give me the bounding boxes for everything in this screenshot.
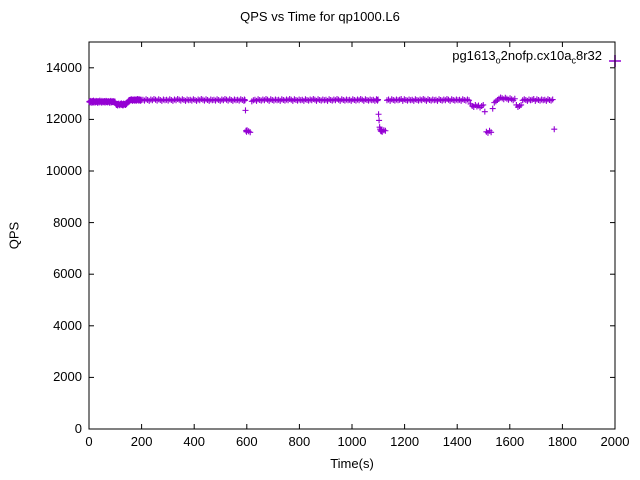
y-tick-label: 4000 xyxy=(53,317,82,333)
x-tick-label: 800 xyxy=(288,434,311,449)
y-axis-tick-labels: 0 2000 4000 6000 8000 10000 12000 14000 xyxy=(22,0,82,480)
y-tick-label: 6000 xyxy=(53,266,82,282)
x-tick-label: 0 xyxy=(85,434,93,449)
x-tick-label: 1600 xyxy=(495,434,525,449)
x-tick-label: 1000 xyxy=(337,434,367,449)
x-tick-label: 1200 xyxy=(390,434,420,449)
legend-series-name: pg1613o2nofp.cx10ac8r32 xyxy=(452,48,602,66)
data-point-group xyxy=(86,94,558,136)
x-tick-label: 2000 xyxy=(600,434,630,449)
x-tick-label: 1400 xyxy=(442,434,472,449)
y-tick-label: 8000 xyxy=(53,214,82,230)
x-tick-label: 200 xyxy=(130,434,153,449)
y-tick-label: 10000 xyxy=(45,163,82,178)
legend-entry-label: pg1613o2nofp.cx10ac8r32 xyxy=(452,48,602,66)
chart-title: QPS vs Time for qp1000.L6 xyxy=(240,9,400,24)
y-tick-label: 2000 xyxy=(53,369,82,385)
y-tick-label: 14000 xyxy=(45,59,82,75)
x-tick-label: 400 xyxy=(183,434,206,449)
axis-ticks xyxy=(88,42,616,430)
x-tick-label: 600 xyxy=(235,434,258,449)
y-tick-label: 12000 xyxy=(45,111,82,127)
y-tick-label: 0 xyxy=(74,421,82,436)
x-tick-label: 1800 xyxy=(547,434,577,449)
x-axis-label: Time(s) xyxy=(330,456,374,471)
